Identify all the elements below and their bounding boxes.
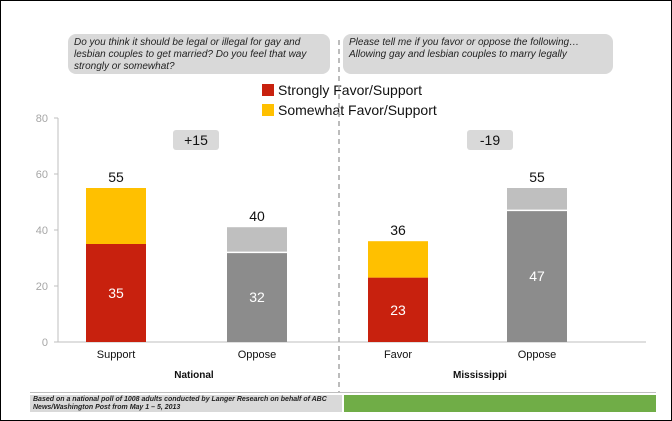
y-tick-label: 20 xyxy=(36,281,48,293)
group-label: Mississippi xyxy=(453,370,507,381)
legend-swatch-somewhat xyxy=(262,104,274,116)
bar-segment-somewhat xyxy=(507,188,567,211)
y-tick-label: 60 xyxy=(36,169,48,181)
mississippi-question-box: Please tell me if you favor or oppose th… xyxy=(343,34,613,74)
y-tick-label: 80 xyxy=(36,113,48,125)
bar-segment-somewhat xyxy=(368,241,428,278)
x-category-label: Support xyxy=(97,349,136,361)
bar-value-label-total: 40 xyxy=(249,208,265,224)
bar-segment-strong xyxy=(507,210,567,342)
bar-value-label-strong: 23 xyxy=(390,302,406,318)
legend-label-somewhat: Somewhat Favor/Support xyxy=(278,102,437,118)
bar-segment-strong xyxy=(86,244,146,342)
x-category-label: Oppose xyxy=(518,349,557,361)
difference-label: -19 xyxy=(480,132,500,148)
group-label: National xyxy=(174,370,214,381)
difference-label: +15 xyxy=(184,132,208,148)
legend-swatch-strong xyxy=(262,84,274,96)
y-tick-label: 40 xyxy=(36,225,48,237)
bar-segment-strong xyxy=(368,277,428,342)
bar-segment-somewhat xyxy=(86,188,146,244)
national-question-box: Do you think it should be legal or illeg… xyxy=(68,34,330,74)
footer-divider xyxy=(30,392,656,393)
source-footnote: Based on a national poll of 1008 adults … xyxy=(30,395,342,412)
difference-box xyxy=(467,130,513,150)
bar-value-label-total: 55 xyxy=(108,169,124,185)
y-tick-label: 0 xyxy=(42,337,48,349)
difference-box xyxy=(173,130,219,150)
bar-segment-somewhat xyxy=(227,227,287,253)
footer-accent-bar xyxy=(344,395,656,412)
x-category-label: Favor xyxy=(384,349,412,361)
bar-value-label-strong: 32 xyxy=(249,289,265,305)
chart-legend: Strongly Favor/Support Somewhat Favor/Su… xyxy=(262,80,437,120)
bar-value-label-strong: 47 xyxy=(529,268,545,284)
legend-entry-somewhat: Somewhat Favor/Support xyxy=(262,100,437,120)
legend-entry-strong: Strongly Favor/Support xyxy=(262,80,437,100)
x-category-label: Oppose xyxy=(238,349,277,361)
bar-segment-strong xyxy=(227,252,287,342)
bar-value-label-strong: 35 xyxy=(108,285,124,301)
bar-value-label-total: 55 xyxy=(529,169,545,185)
legend-label-strong: Strongly Favor/Support xyxy=(278,82,422,98)
bar-value-label-total: 36 xyxy=(390,222,406,238)
